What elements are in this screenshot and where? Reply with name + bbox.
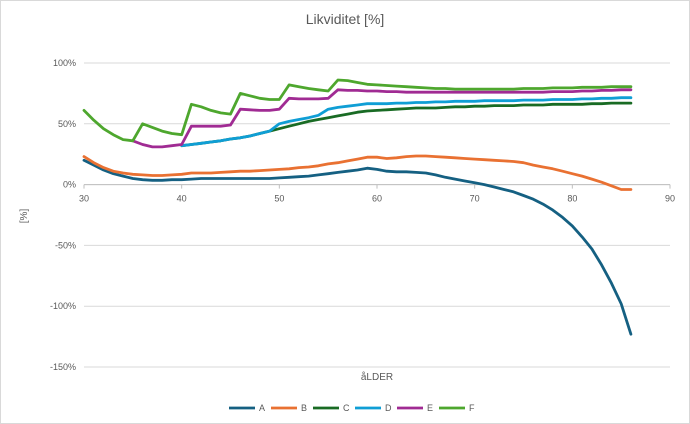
y-axis-tick-labels: 100% 50% 0% -50% -100% -150% bbox=[50, 58, 76, 372]
legend-label-d: D bbox=[385, 403, 392, 413]
y-tick-label: 0% bbox=[63, 180, 76, 190]
series-line-b bbox=[82, 154, 633, 191]
series-lines bbox=[82, 78, 633, 336]
series-line-a bbox=[82, 158, 633, 336]
y-tick-label: -100% bbox=[50, 301, 76, 311]
y-tick-label: -50% bbox=[55, 240, 76, 250]
series-line-d bbox=[180, 96, 633, 148]
y-axis-title: [%] bbox=[19, 209, 30, 224]
x-tick-label: 60 bbox=[372, 194, 382, 204]
legend-label-f: F bbox=[469, 403, 475, 413]
legend-label-e: E bbox=[427, 403, 433, 413]
y-tick-label: 50% bbox=[58, 119, 76, 129]
series-line-e bbox=[131, 88, 633, 149]
y-tick-label: 100% bbox=[53, 58, 76, 68]
x-tick-label: 90 bbox=[665, 194, 675, 204]
gridlines bbox=[83, 62, 671, 368]
y-tick-label: -150% bbox=[50, 362, 76, 372]
legend-label-b: B bbox=[301, 403, 307, 413]
legend-label-c: C bbox=[343, 403, 350, 413]
x-tick-label: 50 bbox=[274, 194, 284, 204]
x-axis-tick-labels: 30 40 50 60 70 80 90 bbox=[79, 194, 675, 204]
chart-title: Likviditet [%] bbox=[306, 11, 385, 27]
legend-label-a: A bbox=[259, 403, 265, 413]
x-axis-title: åLDER bbox=[361, 371, 393, 383]
series-line-f bbox=[82, 78, 633, 143]
legend: A B C D E F bbox=[229, 403, 475, 413]
x-tick-label: 30 bbox=[79, 194, 89, 204]
x-tick-label: 80 bbox=[567, 194, 577, 204]
x-tick-label: 40 bbox=[177, 194, 187, 204]
x-tick-label: 70 bbox=[470, 194, 480, 204]
